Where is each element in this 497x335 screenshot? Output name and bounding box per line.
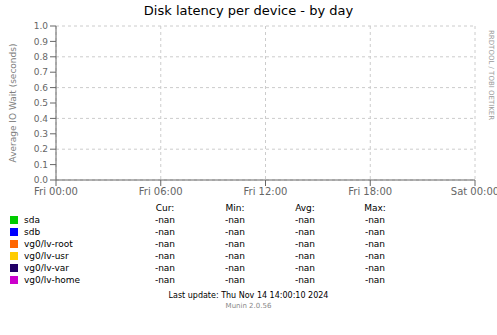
html-text:Disk latency per device - by d: Disk latency per device - by day [143,3,354,18]
svg-text:Fri 00:00: Fri 00:00 [34,186,78,197]
svg-text:0.0: 0.0 [34,175,49,185]
html-text:-nan: -nan [154,239,176,249]
html-text:-nan: -nan [364,251,386,261]
svg-text:Fri 18:00: Fri 18:00 [348,186,392,197]
html-text:vg0/lv-usr: vg0/lv-usr [24,251,69,261]
html-text:Min:: Min: [225,203,245,213]
html-text:-nan: -nan [224,239,246,249]
svg-text:0.1: 0.1 [34,160,48,170]
html-text:-nan: -nan [154,227,176,237]
html-text:-nan: -nan [294,239,316,249]
html-text:-nan: -nan [364,239,386,249]
html-text:-nan: -nan [224,215,246,225]
html-text:Avg:: Avg: [295,203,315,213]
svg-text:0.2: 0.2 [34,144,48,154]
svg-text:1.0: 1.0 [34,21,49,31]
html-text:sda: sda [24,215,40,225]
svg-text:0.9: 0.9 [34,37,49,47]
html-text:-nan: -nan [154,251,176,261]
html-text:-nan: -nan [294,251,316,261]
svg-text:Sat 00:00: Sat 00:00 [451,186,489,197]
html-text:RRDTOOL / TOBI OETIKER: RRDTOOL / TOBI OETIKER [487,30,495,121]
html-text:-nan: -nan [364,215,386,225]
html-text:-nan: -nan [294,227,316,237]
html-text:-nan: -nan [294,263,316,273]
html-text:-nan: -nan [154,275,176,285]
svg-text:Fri 12:00: Fri 12:00 [244,186,288,197]
html-text:sdb: sdb [24,227,41,237]
html-text:-nan: -nan [224,263,246,273]
html-text:Max:: Max: [364,203,386,213]
html-text:vg0/lv-var: vg0/lv-var [24,263,69,273]
html-text:-nan: -nan [294,275,316,285]
html-text:-nan: -nan [224,251,246,261]
svg-text:0.3: 0.3 [34,129,48,139]
svg-text:0.5: 0.5 [34,98,48,108]
html-text:-nan: -nan [224,275,246,285]
svg-text:0.7: 0.7 [34,67,48,77]
svg-text:0.8: 0.8 [34,52,49,62]
svg-text:0.6: 0.6 [34,83,49,93]
html-text:vg0/lv-root: vg0/lv-root [24,239,73,249]
svg-text:0.4: 0.4 [34,114,49,124]
html-text:-nan: -nan [364,275,386,285]
html-text:Munin 2.0.56: Munin 2.0.56 [225,302,272,310]
html-text:Last update: Thu Nov 14 14:00:: Last update: Thu Nov 14 14:00:10 2024 [168,291,329,300]
html-text:-nan: -nan [364,227,386,237]
html-text:Cur:: Cur: [155,203,175,213]
svg-text:Average IO Wait (seconds): Average IO Wait (seconds) [8,44,18,163]
svg-text:Fri 06:00: Fri 06:00 [139,186,183,197]
html-text:-nan: -nan [154,263,176,273]
html-text:-nan: -nan [154,215,176,225]
html-text:-nan: -nan [294,215,316,225]
html-text:vg0/lv-home: vg0/lv-home [24,275,81,285]
html-text:-nan: -nan [224,227,246,237]
html-text:-nan: -nan [364,263,386,273]
